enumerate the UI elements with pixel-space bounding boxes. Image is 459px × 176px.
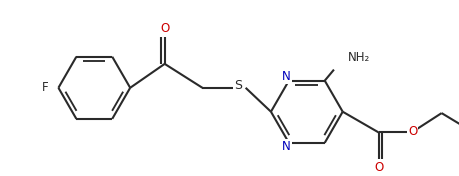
Text: F: F [42, 81, 49, 94]
Text: S: S [233, 79, 241, 92]
Text: N: N [281, 70, 291, 83]
Text: O: O [373, 161, 382, 174]
Text: NH₂: NH₂ [347, 51, 369, 64]
Text: O: O [160, 22, 169, 35]
Text: N: N [281, 140, 291, 153]
Text: O: O [407, 125, 416, 138]
